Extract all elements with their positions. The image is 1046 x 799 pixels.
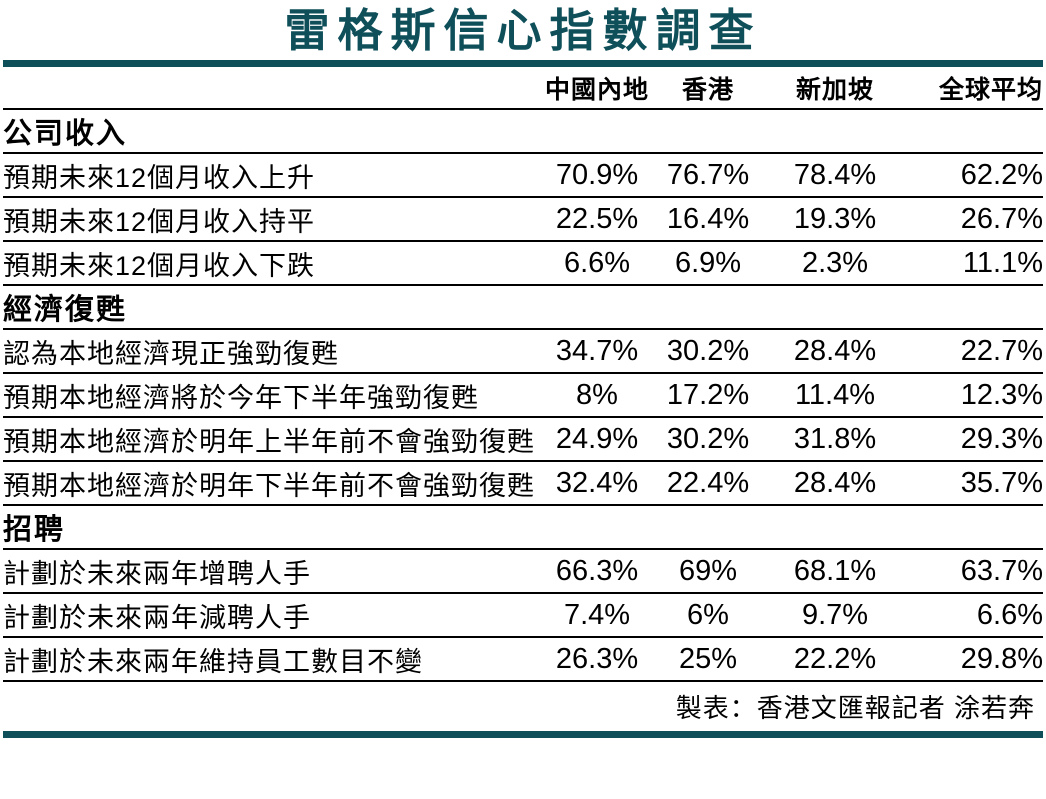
table-row: 預期本地經濟將於今年下半年強勁復甦 8% 17.2% 11.4% 12.3%: [3, 372, 1043, 417]
section-header-label: 招聘: [3, 504, 1043, 549]
table-row: 預期未來12個月收入下跌 6.6% 6.9% 2.3% 11.1%: [3, 240, 1043, 285]
value-cell: 6%: [653, 592, 763, 637]
value-cell: 29.3%: [907, 416, 1043, 461]
value-cell: 6.9%: [653, 240, 763, 285]
value-cell: 29.8%: [907, 636, 1043, 681]
column-header-hongkong: 香港: [681, 75, 734, 104]
value-cell: 22.5%: [541, 196, 653, 241]
row-label: 預期未來12個月收入持平: [3, 196, 541, 241]
page-title: 雷格斯信心指數調查: [284, 5, 762, 56]
value-cell: 22.4%: [653, 460, 763, 505]
row-label: 認為本地經濟現正強勁復甦: [3, 328, 541, 373]
table-row: 預期未來12個月收入持平 22.5% 16.4% 19.3% 26.7%: [3, 196, 1043, 241]
value-cell: 6.6%: [541, 240, 653, 285]
section-header-row: 招聘: [3, 504, 1043, 549]
value-cell: 25%: [653, 636, 763, 681]
value-cell: 32.4%: [541, 460, 653, 505]
table-row: 預期未來12個月收入上升 70.9% 76.7% 78.4% 62.2%: [3, 152, 1043, 197]
credit-row: 製表：香港文匯報記者 涂若奔: [3, 680, 1043, 731]
value-cell: 9.7%: [763, 592, 907, 637]
value-cell: 7.4%: [541, 592, 653, 637]
table-body: 公司收入 預期未來12個月收入上升 70.9% 76.7% 78.4% 62.2% 預期未來…: [3, 108, 1043, 731]
value-cell: 28.4%: [763, 460, 907, 505]
table-row: 認為本地經濟現正強勁復甦 34.7% 30.2% 28.4% 22.7%: [3, 328, 1043, 373]
row-label: 預期未來12個月收入上升: [3, 152, 541, 197]
value-cell: 17.2%: [653, 372, 763, 417]
value-cell: 26.7%: [907, 196, 1043, 241]
value-cell: 24.9%: [541, 416, 653, 461]
value-cell: 30.2%: [653, 416, 763, 461]
value-cell: 22.2%: [763, 636, 907, 681]
value-cell: 70.9%: [541, 152, 653, 197]
value-cell: 69%: [653, 548, 763, 593]
row-label: 預期本地經濟將於今年下半年強勁復甦: [3, 372, 541, 417]
value-cell: 66.3%: [541, 548, 653, 593]
value-cell: 11.1%: [907, 240, 1043, 285]
row-label: 計劃於未來兩年維持員工數目不變: [3, 636, 541, 681]
value-cell: 35.7%: [907, 460, 1043, 505]
value-cell: 19.3%: [763, 196, 907, 241]
top-divider-bar: [3, 60, 1043, 67]
value-cell: 62.2%: [907, 152, 1043, 197]
section-header-row: 經濟復甦: [3, 284, 1043, 329]
section-header-label: 公司收入: [3, 108, 1043, 153]
value-cell: 30.2%: [653, 328, 763, 373]
column-header-singapore: 新加坡: [795, 75, 874, 104]
table-row: 計劃於未來兩年增聘人手 66.3% 69% 68.1% 63.7%: [3, 548, 1043, 593]
column-header-mainland: 中國內地: [544, 75, 649, 104]
value-cell: 28.4%: [763, 328, 907, 373]
value-cell: 6.6%: [907, 592, 1043, 637]
value-cell: 76.7%: [653, 152, 763, 197]
section-header-row: 公司收入: [3, 108, 1043, 153]
value-cell: 16.4%: [653, 196, 763, 241]
value-cell: 26.3%: [541, 636, 653, 681]
row-label-header-spacer: [3, 67, 541, 109]
table-row: 預期本地經濟於明年下半年前不會強勁復甦 32.4% 22.4% 28.4% 35.7%: [3, 460, 1043, 505]
bottom-divider-bar: [3, 731, 1043, 738]
section-header-label: 經濟復甦: [3, 284, 1043, 329]
value-cell: 11.4%: [763, 372, 907, 417]
value-cell: 2.3%: [763, 240, 907, 285]
row-label: 計劃於未來兩年增聘人手: [3, 548, 541, 593]
column-header-global: 全球平均: [938, 75, 1043, 104]
value-cell: 63.7%: [907, 548, 1043, 593]
table-row: 計劃於未來兩年維持員工數目不變 26.3% 25% 22.2% 29.8%: [3, 636, 1043, 681]
table-row: 預期本地經濟於明年上半年前不會強勁復甦 24.9% 30.2% 31.8% 29.3%: [3, 416, 1043, 461]
row-label: 預期本地經濟於明年上半年前不會強勁復甦: [3, 416, 541, 461]
value-cell: 22.7%: [907, 328, 1043, 373]
survey-table: 中國內地 香港 新加坡 全球平均 公司收入 預期未來12個月收入上升 70.9% 76…: [3, 67, 1043, 731]
value-cell: 78.4%: [763, 152, 907, 197]
value-cell: 31.8%: [763, 416, 907, 461]
column-header-row: 中國內地 香港 新加坡 全球平均: [3, 67, 1043, 109]
value-cell: 12.3%: [907, 372, 1043, 417]
value-cell: 34.7%: [541, 328, 653, 373]
value-cell: 68.1%: [763, 548, 907, 593]
value-cell: 8%: [541, 372, 653, 417]
row-label: 預期本地經濟於明年下半年前不會強勁復甦: [3, 460, 541, 505]
credit-text: 製表：香港文匯報記者 涂若奔: [3, 680, 1043, 731]
row-label: 預期未來12個月收入下跌: [3, 240, 541, 285]
row-label: 計劃於未來兩年減聘人手: [3, 592, 541, 637]
table-row: 計劃於未來兩年減聘人手 7.4% 6% 9.7% 6.6%: [3, 592, 1043, 637]
